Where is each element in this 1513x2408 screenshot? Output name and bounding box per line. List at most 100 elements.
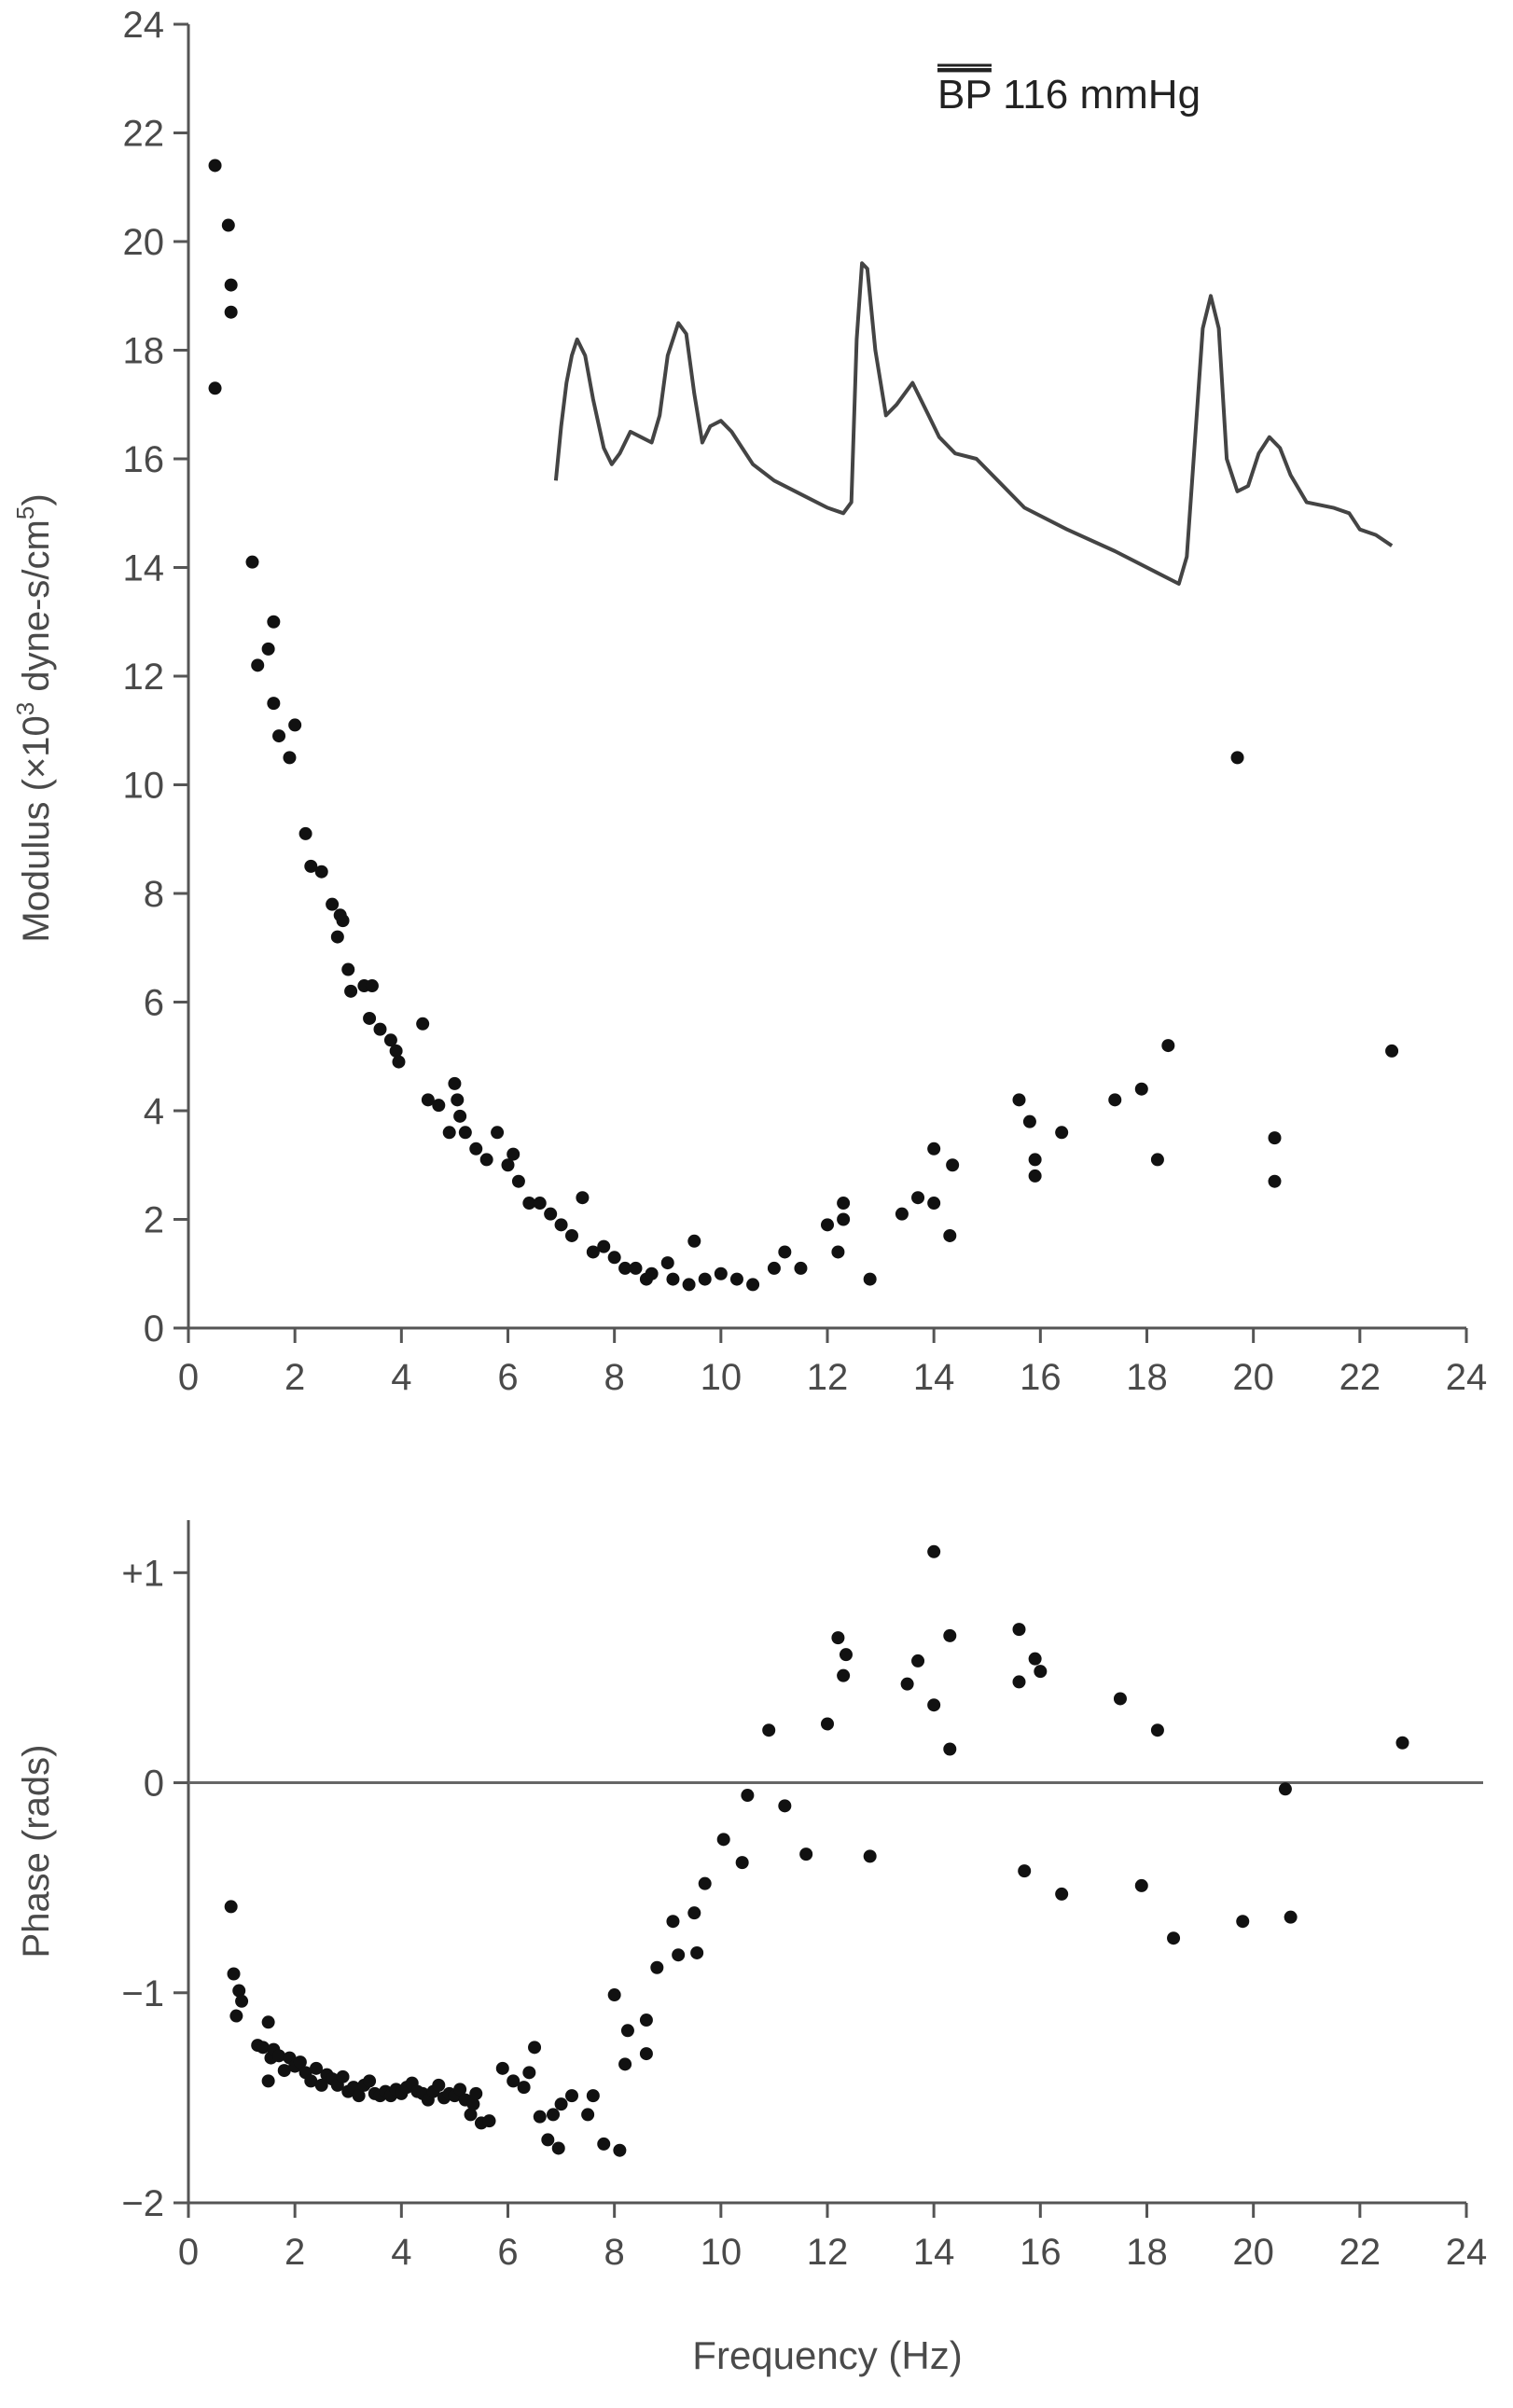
phase-data-point [586, 2089, 600, 2103]
phase-data-point [1278, 1782, 1292, 1796]
phase-data-point [517, 2081, 531, 2095]
phase-data-point [911, 1654, 925, 1668]
modulus-data-point [416, 1017, 430, 1031]
modulus-data-point [895, 1207, 909, 1221]
modulus-data-point [208, 381, 222, 395]
modulus-x-tick-label: 12 [807, 1357, 849, 1398]
modulus-data-point [341, 962, 355, 976]
phase-data-point [352, 2089, 366, 2103]
phase-x-axis-title: Frequency (Hz) [692, 2333, 962, 2377]
phase-data-point [229, 2009, 243, 2023]
modulus-data-point [698, 1272, 712, 1286]
modulus-ylabel-start: Modulus (×10 [16, 715, 57, 942]
phase-data-point [507, 2074, 521, 2088]
modulus-data-point [344, 984, 358, 998]
phase-data-point [650, 1960, 664, 1974]
modulus-data-point [714, 1266, 728, 1280]
modulus-data-point [432, 1099, 446, 1113]
phase-x-tick-label: 0 [178, 2232, 199, 2273]
modulus-data-point [1134, 1082, 1148, 1096]
phase-data-point [314, 2078, 328, 2092]
phase-data-point [831, 1631, 845, 1645]
modulus-data-point [778, 1245, 792, 1259]
modulus-data-point [629, 1261, 643, 1275]
modulus-ylabel-end: ) [16, 493, 57, 505]
phase-data-point [581, 2108, 595, 2122]
modulus-x-tick-label: 2 [285, 1357, 305, 1398]
modulus-points-group [208, 159, 1399, 1292]
phase-data-point [565, 2089, 578, 2103]
phase-data-point [597, 2137, 611, 2151]
modulus-data-point [458, 1126, 472, 1140]
phase-data-point [522, 2066, 536, 2080]
modulus-data-point [565, 1228, 578, 1242]
modulus-ylabel-sup1: 3 [11, 702, 39, 715]
modulus-data-point [943, 1228, 957, 1242]
modulus-data-point [283, 751, 297, 765]
phase-data-point [839, 1648, 853, 1662]
modulus-y-tick-label: 16 [123, 439, 165, 480]
phase-data-point [620, 2024, 634, 2038]
modulus-data-point [267, 615, 281, 629]
phase-data-point [554, 2097, 568, 2111]
phase-data-point [1167, 1931, 1181, 1945]
modulus-data-point [272, 729, 286, 743]
modulus-data-point [586, 1245, 600, 1259]
phase-data-point [943, 1628, 957, 1642]
modulus-data-point [554, 1218, 568, 1232]
modulus-data-point [1022, 1114, 1036, 1128]
modulus-data-point [607, 1251, 621, 1265]
phase-data-point [432, 2078, 446, 2092]
modulus-y-tick-label: 14 [123, 548, 165, 589]
modulus-data-point [261, 642, 275, 656]
phase-data-point [672, 1948, 686, 1962]
modulus-data-point [1268, 1131, 1282, 1145]
phase-data-point [821, 1717, 834, 1731]
phase-data-point [227, 1967, 241, 1981]
phase-x-tick-label: 6 [497, 2232, 518, 2273]
phase-x-tick-label: 16 [1020, 2232, 1062, 2273]
modulus-data-point [251, 658, 265, 672]
modulus-data-point [501, 1158, 515, 1172]
modulus-x-tick-label: 4 [391, 1357, 411, 1398]
phase-data-point [224, 1900, 238, 1914]
modulus-x-tick-label: 8 [604, 1357, 625, 1398]
phase-data-point [466, 2097, 480, 2111]
modulus-data-point [1150, 1153, 1164, 1167]
modulus-data-point [1268, 1174, 1282, 1188]
modulus-data-point [533, 1197, 547, 1211]
modulus-panel: 0 2 4 6 8 10 12 14 16 18 20 22 240246810121416182022… [11, 5, 1487, 1398]
phase-data-point [1134, 1878, 1148, 1892]
modulus-data-point [522, 1197, 536, 1211]
modulus-x-tick-label: 20 [1232, 1357, 1274, 1398]
phase-y-tick-label: −1 [121, 1973, 164, 2014]
phase-data-point [528, 2041, 542, 2055]
modulus-y-tick-label: 12 [123, 657, 165, 698]
phase-x-tick-label: 14 [913, 2232, 955, 2273]
phase-data-point [741, 1789, 755, 1803]
phase-points-group [224, 1544, 1409, 2157]
phase-x-tick-label: 4 [391, 2232, 411, 2273]
modulus-data-point [946, 1158, 960, 1172]
phase-data-point [310, 2061, 323, 2075]
modulus-tick-group: 0 2 4 6 8 10 12 14 16 18 20 22 240246810121416182022… [123, 5, 1488, 1398]
phase-data-point [799, 1848, 813, 1861]
modulus-data-point [666, 1272, 680, 1286]
phase-x-tick-label: 24 [1446, 2232, 1488, 2273]
modulus-data-point [1108, 1093, 1122, 1107]
modulus-data-point [1012, 1093, 1026, 1107]
phase-data-point [1028, 1652, 1042, 1666]
phase-data-point [482, 2114, 496, 2128]
phase-data-point [1395, 1736, 1409, 1750]
modulus-data-point [479, 1153, 493, 1167]
phase-data-point [272, 2049, 286, 2063]
phase-data-point [900, 1677, 914, 1691]
phase-data-point [943, 1742, 957, 1756]
phase-data-point [277, 2064, 291, 2078]
modulus-y-tick-label: 24 [123, 5, 165, 46]
modulus-x-tick-label: 16 [1020, 1357, 1062, 1398]
phase-y-axis-title: Phase (rads) [16, 1745, 57, 1958]
modulus-data-point [1385, 1044, 1399, 1058]
phase-x-tick-label: 2 [285, 2232, 305, 2273]
